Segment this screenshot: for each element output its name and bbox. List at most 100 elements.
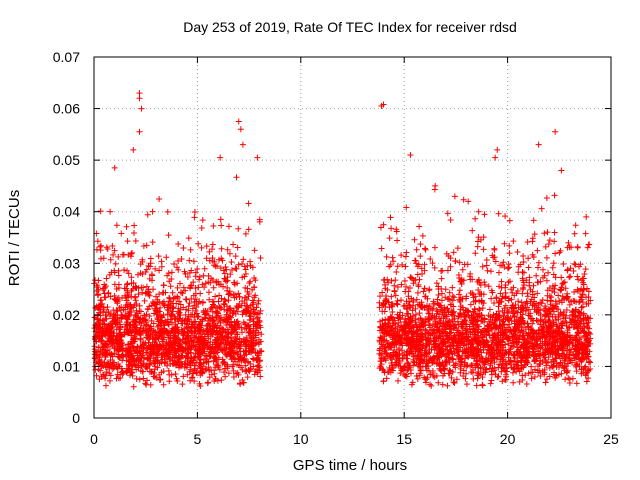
data-point [553,322,560,329]
data-point [210,317,217,324]
data-point [571,288,578,295]
data-point [442,294,449,301]
data-point [416,337,423,344]
data-point [441,340,448,347]
data-point [562,285,569,292]
data-point [415,283,422,290]
data-point [402,372,409,379]
data-point [414,375,421,382]
data-point [474,318,481,325]
data-point [211,355,218,362]
data-point [159,300,166,307]
data-point [407,274,414,281]
data-point [480,359,487,366]
data-point [184,328,191,335]
data-point [538,205,545,212]
data-point [552,282,559,289]
data-point [571,260,578,267]
data-point [168,276,175,283]
data-point [508,296,515,303]
data-point [161,330,168,337]
data-point [566,243,573,250]
data-point [117,354,124,361]
data-point [234,331,241,338]
data-point [166,342,173,349]
data-point [389,254,396,261]
data-point [531,231,538,238]
data-point [497,331,504,338]
data-point [563,351,570,358]
data-point [510,238,517,245]
data-point [133,375,140,382]
data-point [539,334,546,341]
data-point [475,286,482,293]
x-tick-label: 20 [500,431,516,447]
data-point [542,243,549,250]
data-point [473,382,480,389]
data-point [244,303,251,310]
data-point [235,118,242,125]
data-point [428,357,435,364]
data-point [243,306,250,313]
data-point [530,217,537,224]
data-point [459,352,466,359]
data-point [578,304,585,311]
data-point [180,244,187,251]
data-point [451,332,458,339]
data-point [176,343,183,350]
data-point [566,332,573,339]
data-point [207,306,214,313]
y-tick-label: 0.02 [53,307,80,323]
data-point [231,281,238,288]
data-point [177,301,184,308]
data-point [474,351,481,358]
data-point [557,247,564,254]
data-point [543,195,550,202]
data-point [150,347,157,354]
data-point [187,327,194,334]
data-point [506,217,513,224]
data-point [206,248,213,255]
data-point [152,293,159,300]
data-point [444,346,451,353]
data-point [451,380,458,387]
data-point [481,279,488,286]
data-point [141,297,148,304]
data-point [242,368,249,375]
data-point [475,348,482,355]
data-point [195,328,202,335]
data-point [556,353,563,360]
data-point [475,368,482,375]
data-point [404,329,411,336]
data-point [457,358,464,365]
data-point [502,289,509,296]
data-point [142,380,149,387]
data-point [253,311,260,318]
data-point [512,339,519,346]
data-point [435,354,442,361]
data-point [529,330,536,337]
data-point [254,354,261,361]
data-point [470,314,477,321]
data-point [451,193,458,200]
data-point [182,296,189,303]
data-point [224,274,231,281]
data-point [174,294,181,301]
data-point [476,357,483,364]
data-point [446,367,453,374]
data-point [474,243,481,250]
data-point [110,336,117,343]
data-point [175,336,182,343]
data-point [167,335,174,342]
data-point [395,377,402,384]
data-point [485,312,492,319]
data-point [165,347,172,354]
data-point [400,303,407,310]
data-point [200,345,207,352]
data-point [131,230,138,237]
data-point [521,344,528,351]
data-point [209,246,216,253]
data-point [391,288,398,295]
data-point [184,321,191,328]
data-point [133,307,140,314]
